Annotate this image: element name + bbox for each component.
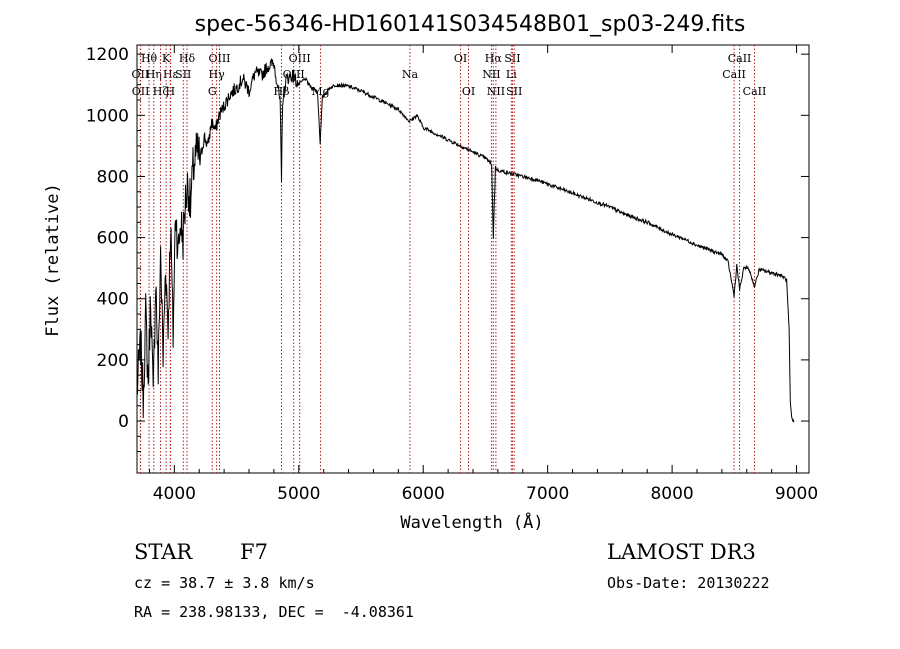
line-marker-label-19: OI [462,85,475,98]
x-tick-label-0: 4000 [153,484,196,504]
line-marker-label-11: Hγ [209,68,226,81]
y-tick-label-6: 1200 [86,45,129,65]
series-layer [136,58,795,423]
axis-ticks: 4000 5000 6000 7000 8000 9000 0 200 400 600 800 100… [86,45,818,504]
line-marker-label-7: H [166,85,176,98]
object-type: STAR [134,540,193,564]
x-tick-label-2: 6000 [402,484,445,504]
line-marker-label-15: Hβ [274,85,290,98]
line-marker-label-10: OIII [208,52,230,65]
survey-label: LAMOST DR3 [607,540,756,564]
line-marker-label-23: SII [504,52,520,65]
line-marker-label-17: Na [402,68,419,81]
coords-line: RA = 238.98133, DEC = -4.08361 [134,603,414,621]
line-marker-label-27: CaII [722,68,746,81]
y-axis-label: Flux (relative) [43,183,63,337]
subclass: F7 [240,540,268,564]
y-tick-label-1: 200 [97,351,129,371]
x-tick-label-5: 9000 [775,484,818,504]
chart-title: spec-56346-HD160141S034548B01_sp03-249.f… [195,12,746,37]
line-marker-label-6: K [162,52,171,65]
plot-frame [136,44,810,474]
line-marker-label-0: Hθ [141,52,158,65]
obs-date-line: Obs-Date: 20130222 [607,574,770,592]
line-marker-label-13: OIII [289,52,311,65]
y-tick-label-2: 400 [97,290,129,310]
y-tick-label-3: 600 [97,229,129,249]
line-marker-label-2: OII [132,85,150,98]
y-tick-label-4: 800 [97,167,129,187]
y-tick-label-0: 0 [118,412,129,432]
plot-area [136,44,810,474]
line-marker-label-3: Hη [146,68,162,81]
x-tick-label-4: 8000 [650,484,693,504]
line-marker-label-4: Hζ [153,85,169,98]
line-marker-label-14: OIII [283,68,305,81]
line-marker-label-25: SII [506,85,522,98]
series-line-flux [136,58,795,423]
y-tick-label-5: 1000 [86,106,129,126]
line-marker-label-21: NII [482,68,500,81]
line-marker-label-12: G [208,85,217,98]
line-marker-label-22: NII [487,85,505,98]
line-marker-label-20: Hα [485,52,503,65]
line-marker-label-8: Hδ [179,52,196,65]
line-marker-label-9: SII [175,68,191,81]
line-marker-label-26: CaII [728,52,752,65]
redshift-line: cz = 38.7 ± 3.8 km/s [134,574,315,592]
x-axis-label: Wavelength (Å) [400,511,543,533]
line-marker-label-24: Li [506,68,517,81]
x-tick-label-1: 5000 [277,484,320,504]
line-marker-label-28: CaII [743,85,767,98]
line-marker-label-18: OI [454,52,467,65]
x-tick-label-3: 7000 [526,484,569,504]
